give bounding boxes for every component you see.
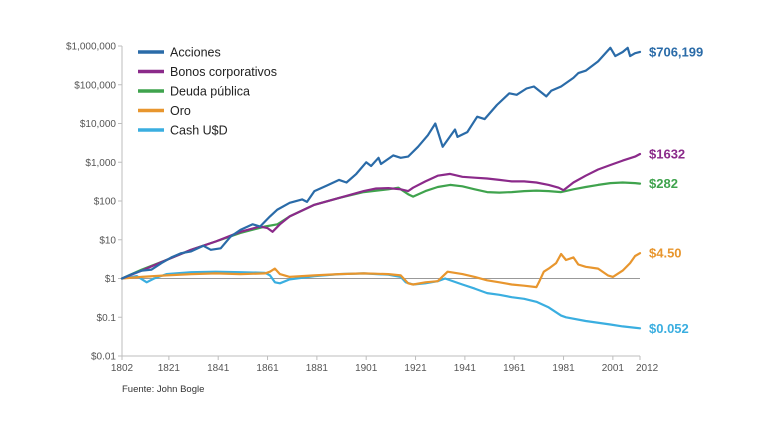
series-layer — [120, 46, 642, 330]
x-tick-label: 1941 — [454, 363, 477, 374]
y-tick-label: $100 — [94, 197, 117, 208]
axes: $1,000,000 $100,000 $10,000 $1,000 $100 $10 $1… — [66, 42, 659, 375]
y-tick-label: $0.01 — [91, 352, 116, 363]
y-tick-label: $10 — [99, 235, 116, 246]
x-tick-label: 1841 — [207, 363, 230, 374]
x-tick-label: 1961 — [503, 363, 526, 374]
series-line-cash-u-d — [120, 270, 642, 330]
series-line-oro — [120, 252, 642, 289]
end-label-deuda-publica: $282 — [649, 176, 678, 191]
x-tick-label: 1901 — [355, 363, 378, 374]
legend-label-cash-u-d: Cash U$D — [170, 124, 228, 138]
end-label-bonos-corporativos: $1632 — [649, 147, 685, 162]
x-tick-label: 1802 — [111, 363, 134, 374]
series-line-deuda-publica — [120, 181, 642, 280]
y-tick-label: $1,000,000 — [66, 42, 116, 53]
x-tick-label: 2012 — [636, 363, 659, 374]
y-tick-label: $0.1 — [97, 313, 117, 324]
end-label-acciones: $706,199 — [649, 44, 703, 59]
x-tick-label: 1861 — [256, 363, 279, 374]
legend-label-acciones: Acciones — [170, 46, 221, 60]
series-line-bonos-corporativos — [120, 152, 642, 280]
y-tick-label: $1,000 — [85, 158, 116, 169]
end-labels: $706,199 $1632 $282 $4.50 $0.052 — [649, 44, 703, 335]
x-tick-label: 1921 — [404, 363, 427, 374]
y-tick-label: $1 — [105, 274, 117, 285]
end-label-cash-u-d: $0.052 — [649, 321, 689, 336]
legend-label-bonos-corporativos: Bonos corporativos — [170, 65, 277, 79]
legend: Acciones Bonos corporativos Deuda pública O… — [138, 46, 277, 138]
x-tick-label: 2001 — [602, 363, 625, 374]
x-tick-label: 1821 — [158, 363, 181, 374]
x-tick-label: 1981 — [552, 363, 575, 374]
x-tick-label: 1881 — [306, 363, 329, 374]
source-note: Fuente: John Bogle — [122, 384, 204, 395]
y-tick-label: $10,000 — [80, 119, 117, 130]
end-label-oro: $4.50 — [649, 246, 682, 261]
legend-label-oro: Oro — [170, 104, 191, 118]
legend-label-deuda-publica: Deuda pública — [170, 85, 250, 99]
series-line-acciones — [120, 46, 642, 280]
y-tick-label: $100,000 — [74, 80, 116, 91]
